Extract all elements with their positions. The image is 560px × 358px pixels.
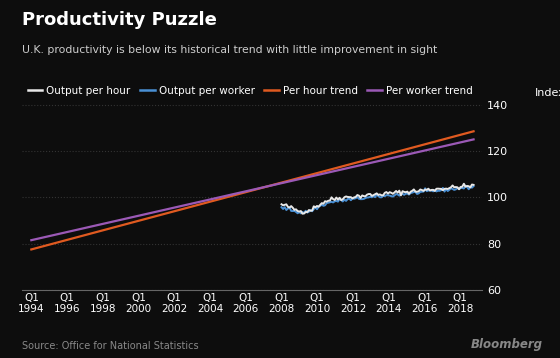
Text: Bloomberg: Bloomberg bbox=[471, 338, 543, 351]
Legend: Output per hour, Output per worker, Per hour trend, Per worker trend: Output per hour, Output per worker, Per … bbox=[27, 86, 473, 96]
Text: Productivity Puzzle: Productivity Puzzle bbox=[22, 11, 217, 29]
Text: Index: Index bbox=[534, 88, 560, 98]
Text: Source: Office for National Statistics: Source: Office for National Statistics bbox=[22, 341, 199, 351]
Text: U.K. productivity is below its historical trend with little improvement in sight: U.K. productivity is below its historica… bbox=[22, 45, 438, 55]
